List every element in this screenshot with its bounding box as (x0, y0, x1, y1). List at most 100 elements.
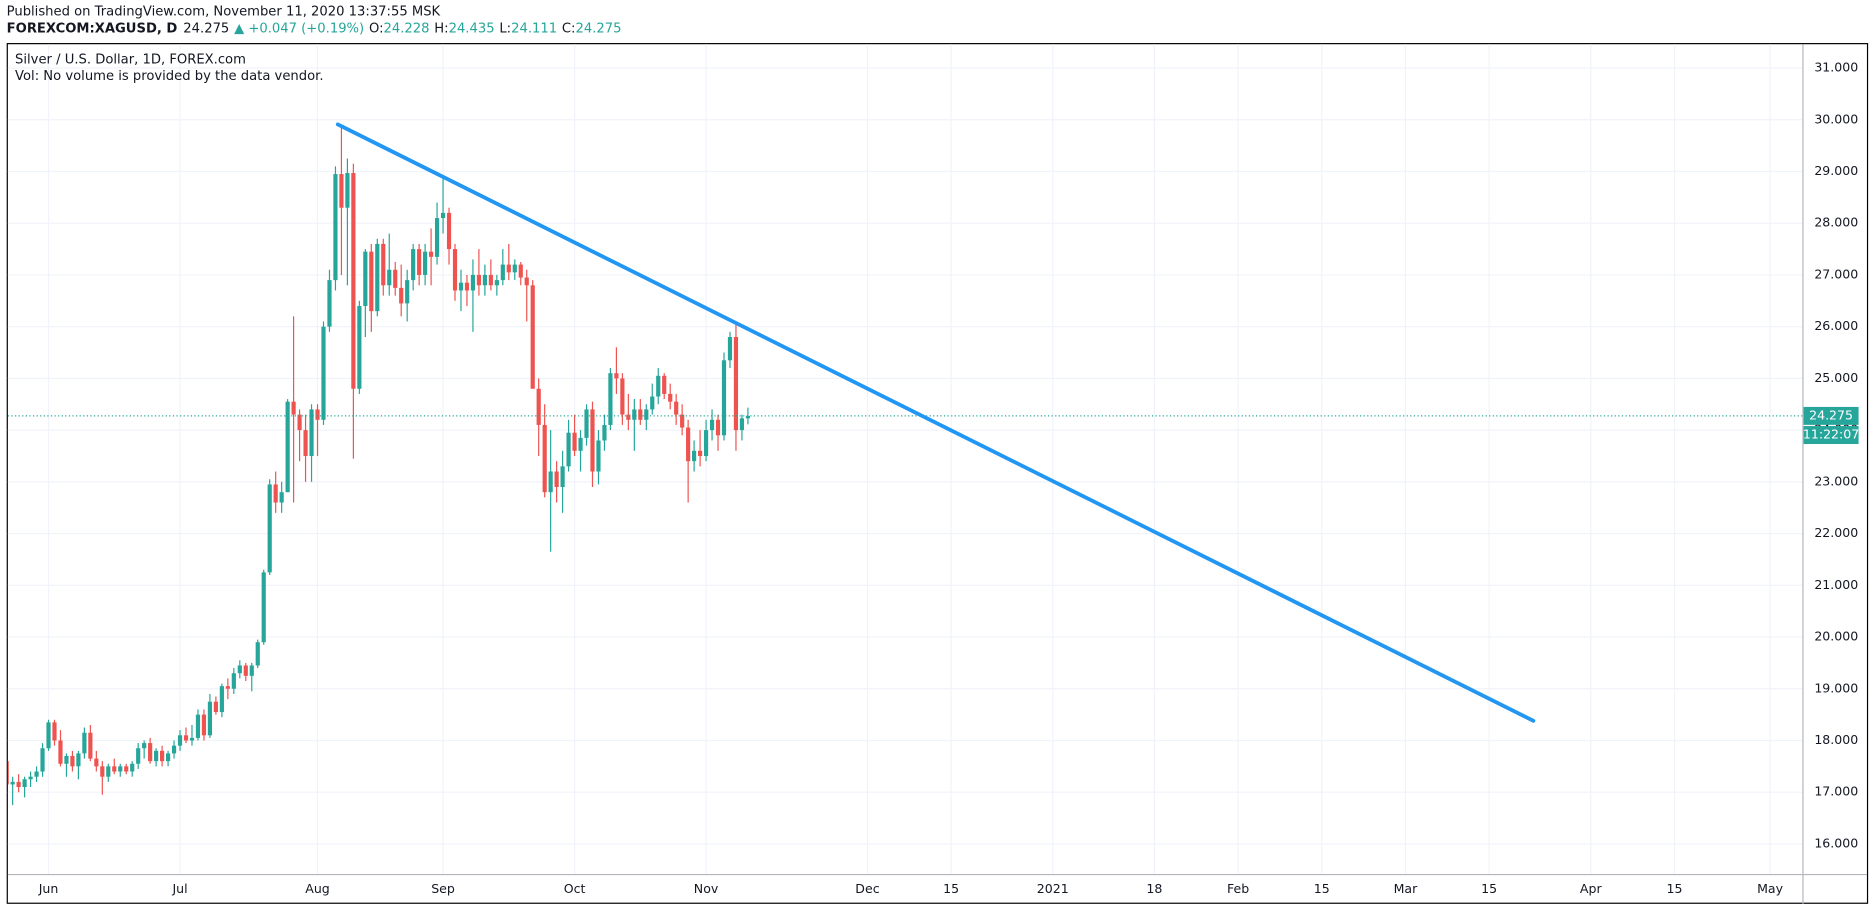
candle-body (548, 471, 553, 493)
candle-body (255, 642, 260, 666)
candle-body (590, 409, 595, 472)
candle-body (381, 243, 386, 286)
candle-body (10, 781, 15, 785)
candle-body (171, 745, 177, 754)
candle-body (333, 174, 338, 281)
candle-body (452, 249, 458, 291)
candle-body (16, 781, 21, 788)
candle-body (387, 269, 392, 286)
candle-body (237, 665, 242, 674)
symbol-header: FOREXCOM:XAGUSD, D 24.275 ▲ +0.047 (+0.19%… (7, 21, 622, 36)
candle-body (494, 280, 499, 286)
candle-body (154, 750, 159, 762)
candle-body (106, 766, 111, 777)
x-tick-label: 15 (1481, 881, 1497, 896)
candle-body (739, 418, 745, 431)
candle-body (560, 466, 565, 488)
candle-body (148, 743, 153, 762)
candle-body (434, 218, 440, 257)
candle-body (291, 401, 296, 415)
x-tick-label: Mar (1394, 881, 1419, 896)
high-value: 24.435 (449, 21, 495, 36)
candle-body (315, 409, 320, 420)
candle-body (70, 756, 75, 767)
last-price-badge (1803, 406, 1859, 425)
candle-body (82, 732, 87, 754)
candle-body (399, 287, 404, 304)
candle-body (596, 440, 601, 472)
candle-body (697, 450, 703, 456)
candle-body (273, 484, 278, 503)
x-tick-label: Aug (305, 881, 330, 896)
y-tick-label: 26.000 (1814, 318, 1858, 333)
candle-body (64, 756, 69, 764)
candle-body (602, 424, 607, 441)
candle-body (225, 686, 230, 689)
symbol: FOREXCOM:XAGUSD, D (7, 21, 178, 36)
candle-body (345, 173, 350, 208)
candle-body (721, 360, 727, 436)
axes: 16.000 17.000 18.000 19.000 20.000 21.000 22.0… (38, 60, 1860, 896)
chart-subtitle: Vol: No volume is provided by the data v… (15, 69, 323, 84)
candle-body (709, 419, 715, 431)
candle-body (638, 409, 643, 420)
candle-body (572, 432, 577, 451)
candle-body (94, 758, 99, 767)
candle-body (22, 779, 27, 788)
x-tick-label: 15 (1666, 881, 1682, 896)
candle-body (428, 251, 434, 257)
candle-body (584, 409, 589, 438)
candle-body (703, 430, 709, 456)
candle-body (566, 432, 571, 467)
y-tick-label: 23.000 (1814, 473, 1858, 488)
candle-body (285, 401, 290, 493)
candle-body (88, 732, 93, 759)
candle-body (608, 373, 613, 425)
candle-body (7, 761, 9, 785)
candle-body (620, 378, 625, 415)
candle-body (715, 419, 721, 436)
x-tick-label: Jun (38, 881, 59, 896)
candle-body (34, 771, 39, 777)
candle-body (136, 748, 141, 764)
open-label: O: (369, 21, 384, 36)
candle-body (100, 766, 105, 777)
candle-body (482, 274, 487, 286)
candle-body (52, 722, 57, 741)
candle-body (512, 264, 517, 273)
x-tick-label: Feb (1227, 881, 1249, 896)
candle-body (339, 174, 344, 208)
x-tick-label: May (1757, 881, 1784, 896)
candle-body (542, 424, 547, 493)
candle-body (357, 305, 362, 389)
candle-body (727, 337, 733, 361)
candle-body (351, 173, 356, 389)
candle-body (118, 766, 123, 772)
plot-area (7, 122, 1803, 806)
frame (6, 43, 1869, 904)
candle-body (303, 430, 308, 456)
y-tick-label: 30.000 (1814, 111, 1858, 126)
candle-body (369, 251, 374, 312)
price: 24.275 (183, 21, 229, 36)
low-value: 24.111 (511, 21, 557, 36)
candle-body (464, 282, 470, 291)
x-tick-label: Nov (694, 881, 719, 896)
candle-body (668, 393, 673, 402)
y-tick-label: 18.000 (1814, 732, 1858, 747)
candle-body (614, 373, 619, 379)
candle-body (733, 337, 739, 431)
last-price-label: 24.275 (1809, 407, 1853, 422)
candle-body (124, 766, 129, 772)
chart-title: Silver / U.S. Dollar, 1D, FOREX.com (15, 52, 246, 67)
x-tick-label: Jul (171, 881, 187, 896)
candle-body (267, 484, 272, 573)
candle-body (297, 414, 302, 431)
candle-body (243, 665, 248, 676)
candle-body (405, 280, 410, 304)
candle-body (578, 437, 583, 451)
x-tick-label: Dec (855, 881, 879, 896)
y-tick-label: 17.000 (1814, 784, 1858, 799)
candle-body (375, 243, 380, 312)
x-tick-label: 2021 (1037, 881, 1069, 896)
